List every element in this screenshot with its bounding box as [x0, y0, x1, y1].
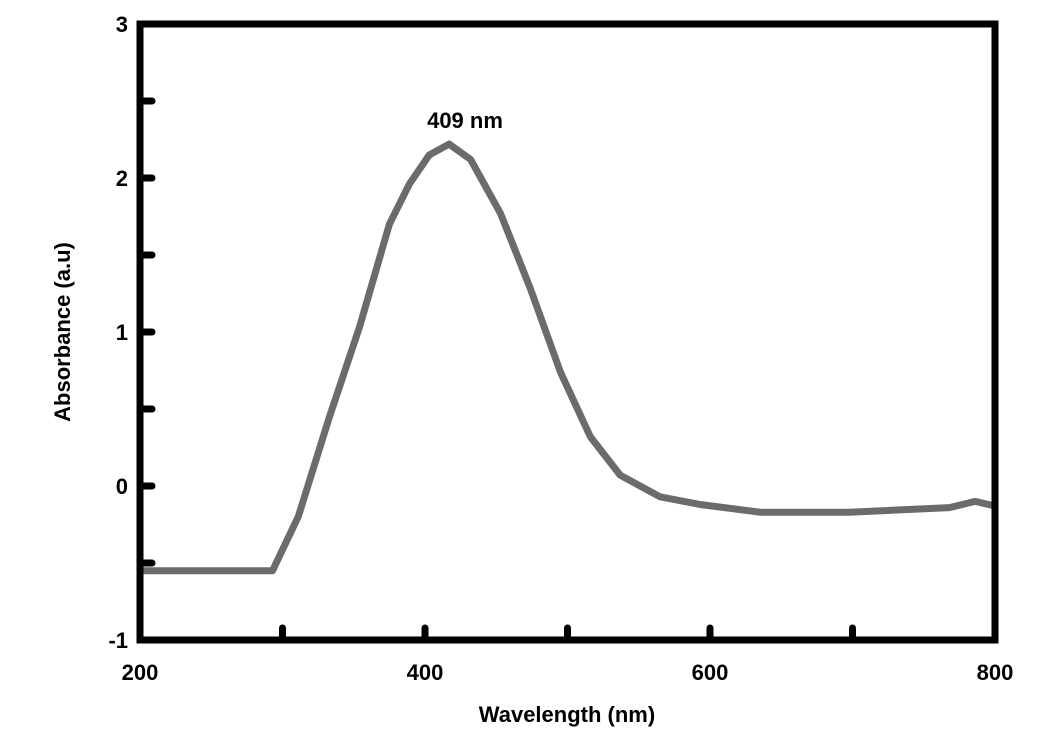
y-tick-label: 0	[116, 474, 128, 499]
y-tick-label: 1	[116, 320, 128, 345]
x-tick-label: 400	[407, 660, 444, 685]
series-line-absorbance	[140, 140, 996, 575]
y-axis-label: Absorbance (a.u)	[50, 242, 75, 422]
x-tick-label: 600	[692, 660, 729, 685]
x-tick-label: 800	[977, 660, 1014, 685]
annotation-peak: 409 nm	[427, 108, 503, 133]
y-tick-label: 2	[116, 166, 128, 191]
x-axis-label: Wavelength (nm)	[479, 702, 655, 727]
x-tick-label: 200	[122, 660, 159, 685]
y-tick-label: -1	[108, 628, 128, 653]
plot-frame	[136, 20, 999, 644]
y-tick-label: 3	[116, 12, 128, 37]
